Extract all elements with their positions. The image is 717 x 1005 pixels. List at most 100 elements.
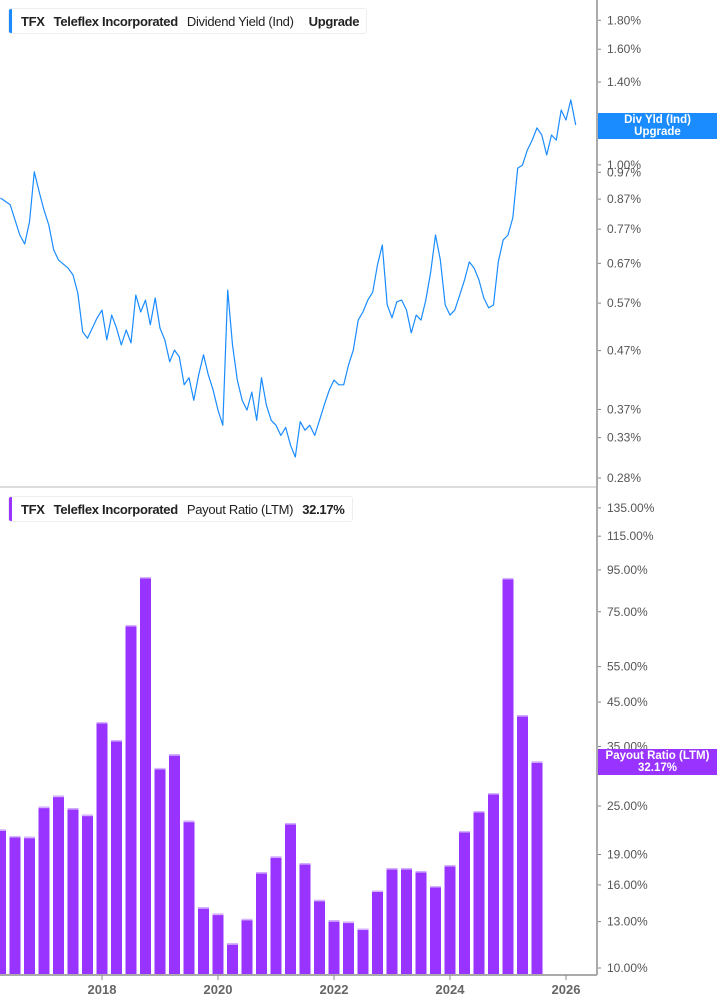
payout-bar <box>198 907 209 974</box>
payout-bar <box>473 811 485 974</box>
payout-bar-cap <box>386 868 398 870</box>
y-tick-label: 25.00% <box>607 799 648 813</box>
badge-value: Upgrade <box>634 126 681 138</box>
payout-bar <box>299 863 311 974</box>
x-tick-label: 2018 <box>88 982 117 997</box>
y-tick-label: 16.00% <box>607 878 648 892</box>
dividend-yield-line <box>0 99 577 458</box>
payout-bar-cap <box>357 928 369 931</box>
legend-metric: Dividend Yield (Ind) <box>186 13 294 29</box>
payout-bar-cap <box>96 722 108 724</box>
payout-bar <box>9 835 21 974</box>
payout-bar-cap <box>430 886 441 888</box>
payout-bar-cap <box>38 806 50 809</box>
legend-upgrade-link[interactable]: Upgrade <box>308 13 360 29</box>
y-tick-label: 0.47% <box>607 344 641 358</box>
payout-bar <box>169 754 180 974</box>
payout-bar <box>502 577 514 974</box>
payout-bar-cap <box>314 899 325 902</box>
payout-bar-cap <box>473 811 485 813</box>
legend-ticker: TFX <box>21 13 45 29</box>
legend-company: Teleflex Incorporated <box>53 13 179 29</box>
y-tick-label: 0.28% <box>607 471 641 485</box>
payout-bar-cap <box>241 918 253 921</box>
payout-bars <box>0 576 543 974</box>
payout-bar <box>517 715 528 974</box>
payout-bar <box>415 871 427 974</box>
legend-metric: Payout Ratio (LTM) <box>186 501 294 517</box>
payout-bar <box>24 836 35 974</box>
payout-bar <box>328 920 340 974</box>
payout-bar-cap <box>328 920 340 922</box>
badge-value: 32.17% <box>637 762 677 774</box>
y-tick-label: 0.33% <box>607 431 641 445</box>
y-tick-label: 0.57% <box>607 296 641 310</box>
x-tick-label: 2022 <box>320 982 349 997</box>
payout-bar-cap <box>9 835 21 838</box>
payout-bar <box>444 865 456 974</box>
payout-bar-cap <box>459 831 470 833</box>
payout-bar-cap <box>111 740 122 742</box>
payout-bar <box>111 740 122 974</box>
x-tick-label: 2024 <box>436 982 466 997</box>
payout-bar-cap <box>372 890 383 893</box>
y-tick-label: 0.87% <box>607 192 641 206</box>
payout-bar-cap <box>488 793 499 795</box>
y-tick-label: 115.00% <box>607 529 654 543</box>
y-tick-label: 0.37% <box>607 402 641 416</box>
y-tick-label: 75.00% <box>607 605 648 619</box>
payout-bar-cap <box>82 814 93 817</box>
payout-bar <box>183 820 195 974</box>
y-tick-label: 0.67% <box>607 256 641 270</box>
payout-bar <box>227 943 238 974</box>
payout-bar-cap <box>415 871 427 873</box>
payout-ratio-legend: TFX Teleflex Incorporated Payout Ratio (… <box>8 496 353 522</box>
payout-bar-cap <box>517 715 528 717</box>
y-tick-label: 10.00% <box>607 961 648 975</box>
y-tick-label: 0.77% <box>607 222 641 236</box>
y-tick-label: 1.40% <box>607 75 641 89</box>
payout-bar-cap <box>531 761 543 763</box>
payout-bar-cap <box>125 624 137 627</box>
payout-bar <box>343 921 354 974</box>
top-y-axis: 1.80%1.60%1.40%1.20%1.00%0.97%0.87%0.77%… <box>597 13 641 485</box>
payout-bar-cap <box>0 829 6 831</box>
payout-bar <box>372 890 383 974</box>
legend-company: Teleflex Incorporated <box>53 501 179 517</box>
payout-bar <box>314 899 325 974</box>
payout-bar <box>53 795 64 974</box>
payout-bar-cap <box>444 865 456 867</box>
payout-bar-cap <box>183 820 195 823</box>
payout-bar-cap <box>343 921 354 924</box>
payout-bar <box>256 872 267 974</box>
payout-bar-cap <box>401 868 412 870</box>
payout-bar-cap <box>227 943 238 945</box>
payout-bar-cap <box>212 913 224 916</box>
payout-bar <box>125 624 137 974</box>
legend-value: 32.17% <box>302 501 345 517</box>
payout-bar-cap <box>53 795 64 798</box>
y-tick-label: 13.00% <box>607 915 648 929</box>
payout-bar-cap <box>285 823 296 825</box>
dividend-yield-price-badge: Div Yld (Ind) Upgrade <box>598 113 717 139</box>
payout-bar-cap <box>154 767 166 770</box>
payout-bar <box>154 767 166 974</box>
payout-bar-cap <box>502 577 514 580</box>
payout-bar-cap <box>256 872 267 874</box>
payout-bar <box>430 886 441 974</box>
payout-bar <box>270 856 282 974</box>
badge-label: Div Yld (Ind) <box>624 114 691 126</box>
payout-bar <box>459 831 470 974</box>
y-tick-label: 45.00% <box>607 695 648 709</box>
dividend-yield-legend: TFX Teleflex Incorporated Dividend Yield… <box>8 8 368 34</box>
y-tick-label: 1.00% <box>607 158 641 172</box>
payout-bar-cap <box>169 754 180 756</box>
payout-bar <box>140 576 151 974</box>
payout-bar-cap <box>67 808 79 810</box>
payout-bar <box>96 722 108 974</box>
payout-bar <box>531 761 543 974</box>
payout-bar <box>212 913 224 974</box>
payout-bar-cap <box>270 856 282 858</box>
x-axis: 2018 2020 2022 2024 2026 <box>88 975 580 997</box>
